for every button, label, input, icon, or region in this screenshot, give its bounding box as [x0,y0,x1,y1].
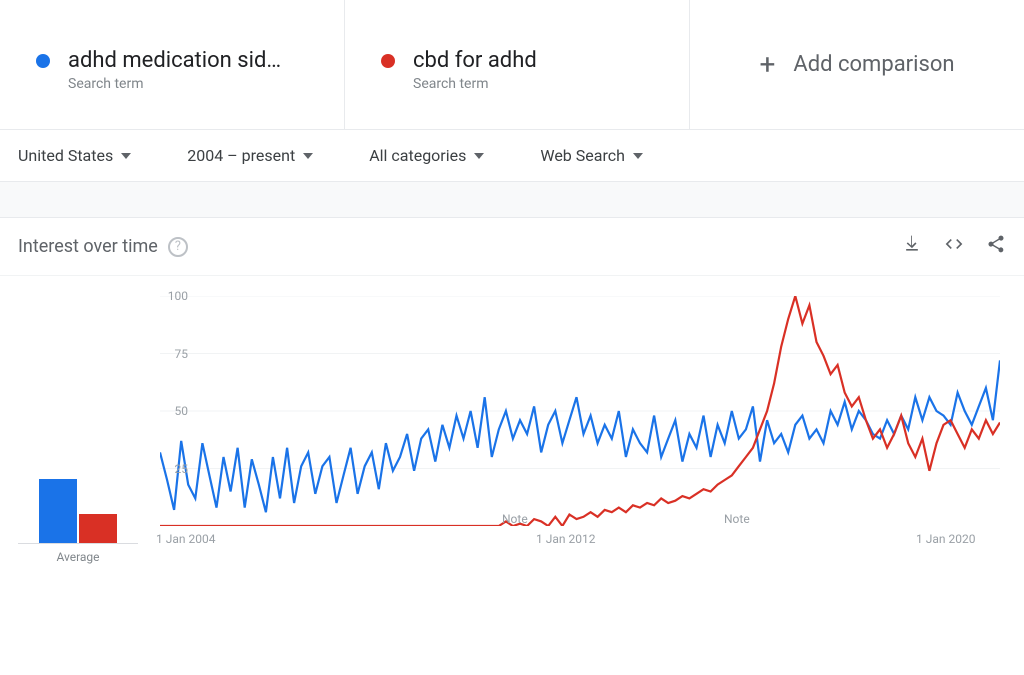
line-chart [160,296,1000,526]
card-title: Interest over time [18,236,158,257]
share-icon[interactable] [986,234,1006,259]
x-tick-label: 1 Jan 2004 [156,532,215,546]
term-label-0: adhd medication sid… [68,48,281,74]
term-sublabel-1: Search term [413,76,537,92]
section-gap [0,182,1024,218]
comparison-pills: adhd medication sid… Search term cbd for… [0,0,1024,130]
download-icon[interactable] [902,234,922,259]
average-bars [18,464,138,544]
help-icon[interactable]: ? [168,237,188,257]
chevron-down-icon [633,153,643,159]
term-sublabel-0: Search term [68,76,281,92]
series-dot-1 [381,54,395,68]
average-block: Average [18,464,138,564]
filter-category-label: All categories [369,146,466,165]
filter-geo[interactable]: United States [18,146,131,165]
filter-geo-label: United States [18,146,113,165]
plus-icon: + [759,51,775,79]
note-label: Note [502,512,528,526]
term-pill-0[interactable]: adhd medication sid… Search term [0,0,345,129]
filter-time[interactable]: 2004 – present [187,146,313,165]
add-comparison-label: Add comparison [793,52,954,77]
y-tick-label: 50 [158,404,188,418]
avg-bar-1 [79,514,117,543]
add-comparison-button[interactable]: + Add comparison [690,0,1024,129]
x-tick-label: 1 Jan 2020 [916,532,975,546]
term-pill-1[interactable]: cbd for adhd Search term [345,0,690,129]
y-tick-label: 25 [158,462,188,476]
y-tick-label: 75 [158,347,188,361]
chevron-down-icon [121,153,131,159]
filter-search-type[interactable]: Web Search [540,146,643,165]
card-actions [902,234,1006,259]
filter-category[interactable]: All categories [369,146,484,165]
chart-card-header: Interest over time ? [0,218,1024,276]
note-label: Note [724,512,750,526]
avg-bar-0 [39,479,77,543]
term-label-1: cbd for adhd [413,48,537,74]
average-label: Average [18,550,138,564]
chart-area: Average 25 50 75 100 1 Jan 2004 1 Jan 2012 1 J… [0,276,1024,636]
chevron-down-icon [474,153,484,159]
filter-time-label: 2004 – present [187,146,295,165]
series-dot-0 [36,54,50,68]
chevron-down-icon [303,153,313,159]
filter-search-type-label: Web Search [540,146,625,165]
embed-icon[interactable] [944,234,964,259]
filter-bar: United States 2004 – present All categor… [0,130,1024,182]
y-tick-label: 100 [158,289,188,303]
x-tick-label: 1 Jan 2012 [536,532,595,546]
